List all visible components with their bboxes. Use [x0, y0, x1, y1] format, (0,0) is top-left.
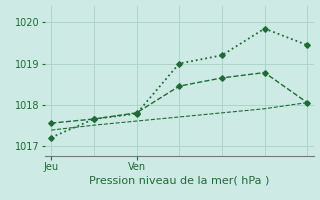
X-axis label: Pression niveau de la mer( hPa ): Pression niveau de la mer( hPa ): [89, 176, 269, 186]
